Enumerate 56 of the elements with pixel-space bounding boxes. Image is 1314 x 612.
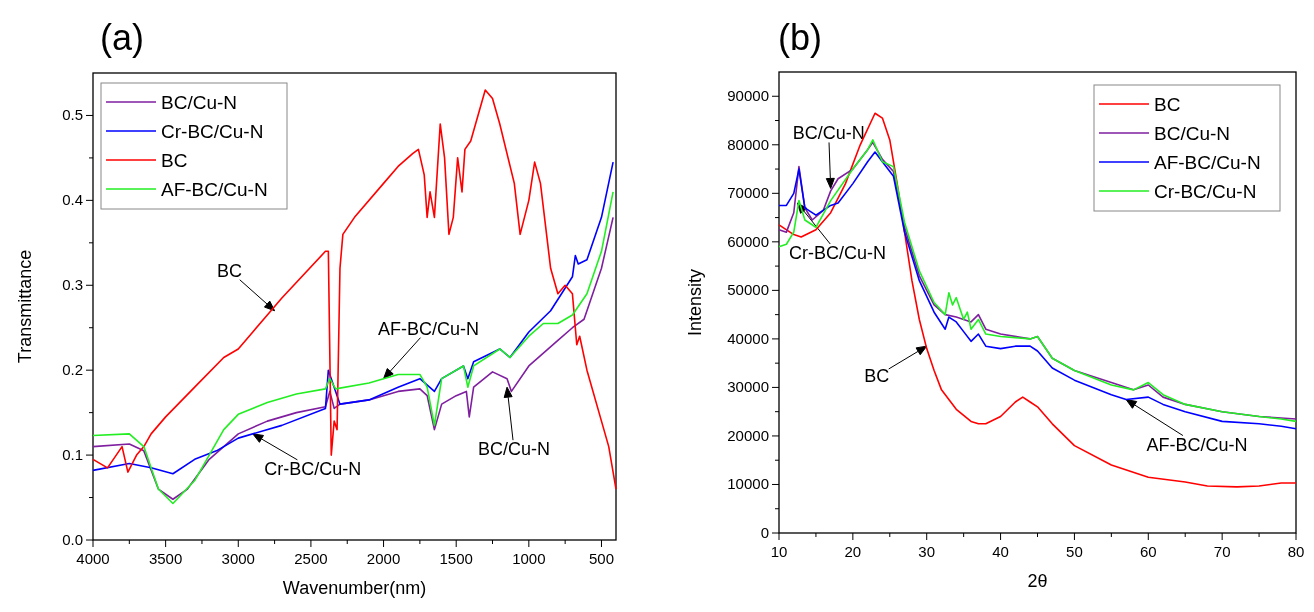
line-series [92,89,617,490]
x-tick-label: 20 [844,543,862,560]
legend-label: Cr-BC/Cu-N [161,121,264,142]
x-tick-label: 10 [770,543,788,560]
y-tick-label: 30000 [727,378,769,396]
x-tick-label: 4000 [76,550,110,567]
y-axis-title: Intensity [685,268,705,337]
legend-label: BC [1154,94,1181,115]
annotation: Cr-BC/Cu-N [264,458,362,479]
y-tick-label: 10000 [727,475,769,493]
x-tick-label: 3000 [221,550,255,567]
y-tick-label: 50000 [727,281,769,299]
y-tick-label: 60000 [727,232,769,250]
y-tick-label: 70000 [727,184,769,202]
x-tick-label: 2000 [366,550,401,567]
legend-label: BC [161,150,188,171]
x-tick-label: 30 [918,543,936,560]
annotation: BC/Cu-N [478,439,551,460]
y-tick-label: 40000 [727,329,769,347]
legend-label: BC/Cu-N [161,92,238,113]
x-tick-label: 40 [992,543,1009,560]
x-tick-label: 500 [588,550,614,567]
y-tick-label: 0.4 [62,191,83,209]
x-axis-title: 2θ [1027,571,1048,591]
annotation: AF-BC/Cu-N [1146,434,1248,455]
annotation: BC [864,366,890,387]
y-tick-label: 0.1 [62,446,83,464]
y-tick-label: 20000 [727,426,769,444]
x-tick-label: 50 [1066,543,1083,560]
y-tick-label: 0.3 [62,276,83,294]
x-tick-label: 2500 [294,550,328,567]
legend-label: AF-BC/Cu-N [161,179,268,200]
x-axis-title: Wavenumber(nm) [282,578,427,598]
x-tick-label: 70 [1213,543,1231,560]
legend-label: Cr-BC/Cu-N [1154,181,1257,202]
x-tick-label: 60 [1139,543,1157,560]
annotation: Cr-BC/Cu-N [788,243,886,264]
annotation: BC/Cu-N [792,123,865,144]
chart-title: (a) [100,17,144,58]
x-tick-label: 80 [1287,543,1305,560]
annotation: AF-BC/Cu-N [378,318,480,339]
y-tick-label: 80000 [727,135,769,153]
y-axis-title: Transmittance [15,249,35,364]
annotation: BC [217,260,243,281]
y-tick-label: 0.0 [62,531,83,548]
line-series [778,112,1297,488]
x-tick-label: 1500 [439,550,473,567]
chart-title: (b) [778,17,822,58]
legend-label: AF-BC/Cu-N [1154,152,1261,173]
y-tick-label: 0.5 [62,106,83,124]
legend-label: BC/Cu-N [1154,123,1231,144]
x-tick-label: 3500 [148,550,183,567]
y-tick-label: 0.2 [62,361,83,379]
y-tick-label: 90000 [727,87,769,105]
x-tick-label: 1000 [512,550,546,567]
y-tick-label: 0 [760,524,769,541]
